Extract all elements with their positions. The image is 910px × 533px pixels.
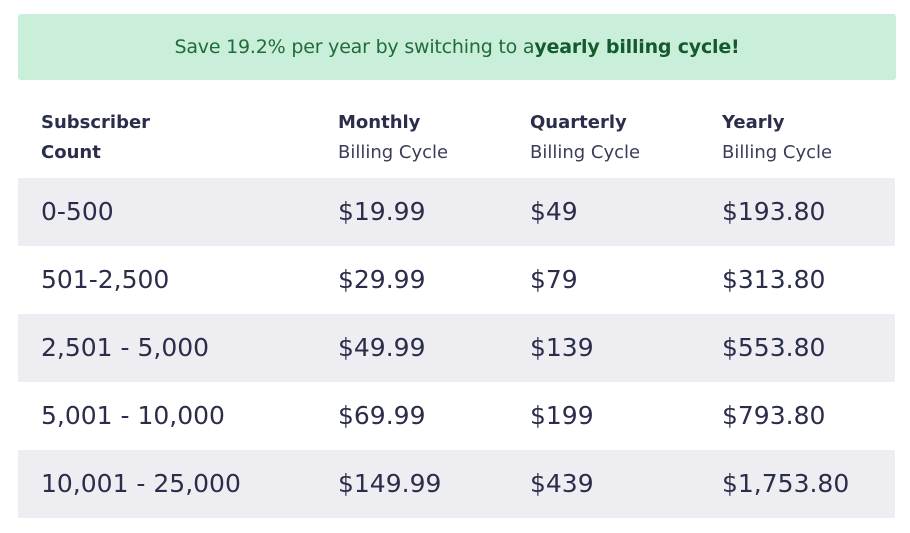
yearly-price-cell: $193.80 bbox=[722, 197, 826, 226]
subscriber-count-cell: 0-500 bbox=[41, 197, 114, 226]
pricing-table: Subscriber Count Monthly Billing Cycle Q… bbox=[18, 100, 895, 518]
table-row: 2,501 - 5,000 $49.99 $139 $553.80 bbox=[18, 314, 895, 382]
banner-text: Save 19.2% per year by switching to a bbox=[174, 36, 535, 58]
quarterly-price-cell: $139 bbox=[530, 333, 594, 362]
header-sublabel: Count bbox=[41, 142, 101, 163]
header-label: Monthly bbox=[338, 112, 421, 133]
subscriber-count-cell: 2,501 - 5,000 bbox=[41, 333, 210, 362]
header-monthly: Monthly Billing Cycle bbox=[338, 108, 448, 168]
monthly-price-cell: $19.99 bbox=[338, 197, 426, 226]
header-yearly: Yearly Billing Cycle bbox=[722, 108, 832, 168]
yearly-price-cell: $793.80 bbox=[722, 401, 826, 430]
monthly-price-cell: $69.99 bbox=[338, 401, 426, 430]
yearly-price-cell: $553.80 bbox=[722, 333, 826, 362]
header-quarterly: Quarterly Billing Cycle bbox=[530, 108, 640, 168]
monthly-price-cell: $149.99 bbox=[338, 469, 442, 498]
table-row: 10,001 - 25,000 $149.99 $439 $1,753.80 bbox=[18, 450, 895, 518]
header-sublabel: Billing Cycle bbox=[338, 142, 449, 163]
subscriber-count-cell: 10,001 - 25,000 bbox=[41, 469, 241, 498]
table-row: 501-2,500 $29.99 $79 $313.80 bbox=[18, 246, 895, 314]
header-sublabel: Billing Cycle bbox=[722, 142, 833, 163]
subscriber-count-cell: 501-2,500 bbox=[41, 265, 170, 294]
banner-highlight: yearly billing cycle! bbox=[534, 36, 740, 58]
table-header-row: Subscriber Count Monthly Billing Cycle Q… bbox=[18, 100, 895, 178]
header-sublabel: Billing Cycle bbox=[530, 142, 641, 163]
yearly-price-cell: $313.80 bbox=[722, 265, 826, 294]
monthly-price-cell: $29.99 bbox=[338, 265, 426, 294]
table-row: 0-500 $19.99 $49 $193.80 bbox=[18, 178, 895, 246]
savings-banner: Save 19.2% per year by switching to a ye… bbox=[18, 14, 896, 80]
quarterly-price-cell: $49 bbox=[530, 197, 578, 226]
quarterly-price-cell: $439 bbox=[530, 469, 594, 498]
header-subscriber-count: Subscriber Count bbox=[41, 108, 150, 168]
table-row: 5,001 - 10,000 $69.99 $199 $793.80 bbox=[18, 382, 895, 450]
header-label: Yearly bbox=[722, 112, 785, 133]
header-label: Quarterly bbox=[530, 112, 627, 133]
quarterly-price-cell: $199 bbox=[530, 401, 594, 430]
monthly-price-cell: $49.99 bbox=[338, 333, 426, 362]
yearly-price-cell: $1,753.80 bbox=[722, 469, 850, 498]
subscriber-count-cell: 5,001 - 10,000 bbox=[41, 401, 225, 430]
quarterly-price-cell: $79 bbox=[530, 265, 578, 294]
header-label: Subscriber bbox=[41, 112, 151, 133]
